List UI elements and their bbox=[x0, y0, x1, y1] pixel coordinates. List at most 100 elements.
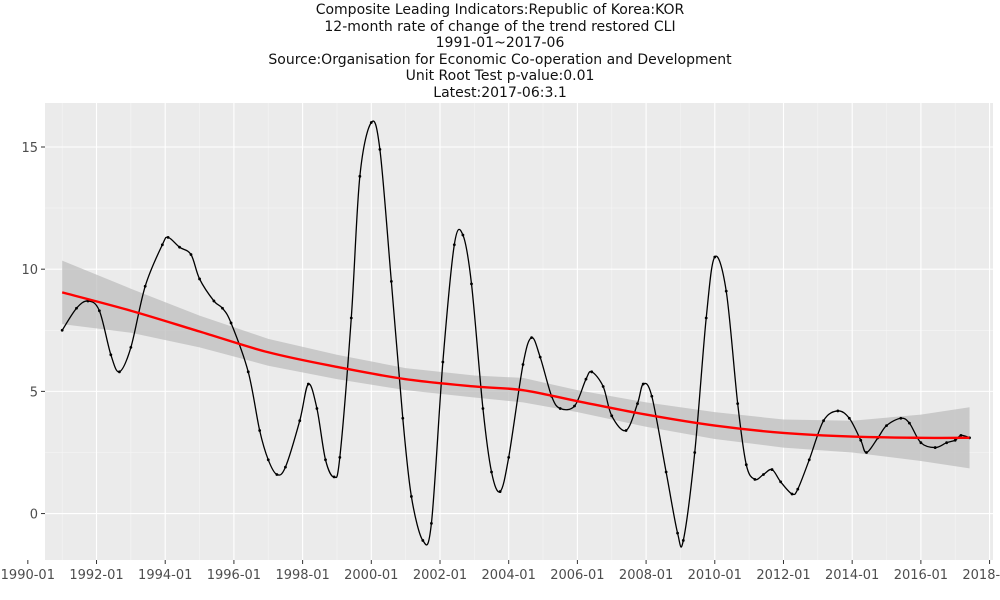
observed-data-point bbox=[338, 455, 342, 459]
observed-data-point bbox=[498, 490, 502, 493]
trend-line bbox=[61, 291, 970, 440]
observed-data-point bbox=[409, 495, 413, 498]
observed-data-point bbox=[143, 284, 147, 288]
observed-data-point bbox=[178, 245, 181, 249]
chart-date-range: 1991-01~2017-06 bbox=[435, 35, 565, 51]
observed-data-point bbox=[212, 299, 216, 303]
observed-data-point bbox=[779, 480, 783, 484]
observed-data-point bbox=[306, 382, 310, 386]
observed-data-point bbox=[198, 277, 201, 281]
x-tick-label: 2014-01 bbox=[825, 568, 879, 583]
observed-data-point bbox=[859, 438, 863, 442]
observed-data-point bbox=[109, 353, 113, 357]
observed-data-point bbox=[590, 370, 594, 374]
x-tick-label: 1996-01 bbox=[207, 568, 261, 583]
observed-data-point bbox=[378, 148, 382, 151]
observed-data-point bbox=[558, 407, 562, 410]
observed-data-point bbox=[421, 539, 425, 542]
observed-data-point bbox=[481, 407, 485, 410]
observed-data-point bbox=[953, 438, 957, 442]
observed-data-point bbox=[959, 433, 963, 437]
observed-data-point bbox=[530, 336, 533, 340]
observed-data-point bbox=[221, 306, 224, 310]
observed-data-point bbox=[358, 174, 362, 178]
observed-data-point bbox=[246, 370, 250, 374]
observed-data-point bbox=[229, 321, 233, 325]
observed-data-point bbox=[118, 370, 121, 374]
observed-data-point bbox=[847, 416, 851, 420]
chart-latest-value: Latest:2017-06:3.1 bbox=[433, 84, 567, 101]
observed-data-point bbox=[704, 316, 708, 320]
observed-data-point bbox=[836, 409, 840, 413]
observed-data-point bbox=[641, 382, 645, 386]
observed-data-point bbox=[885, 424, 888, 427]
observed-data-point bbox=[744, 463, 748, 467]
observed-data-point bbox=[919, 441, 923, 445]
observed-data-point bbox=[258, 429, 262, 432]
y-tick-label: 10 bbox=[21, 263, 38, 278]
observed-data-point bbox=[284, 465, 287, 469]
y-tick-label: 15 bbox=[21, 141, 38, 156]
x-tick-label: 2002-01 bbox=[413, 568, 467, 583]
observed-data-point bbox=[315, 407, 319, 410]
observed-data-point bbox=[97, 309, 101, 313]
observed-data-point bbox=[693, 451, 697, 454]
observed-data-point bbox=[298, 419, 302, 423]
observed-data-point bbox=[676, 531, 679, 535]
observed-data-point bbox=[807, 458, 811, 462]
observed-data-point bbox=[401, 416, 405, 420]
observed-data-point bbox=[349, 316, 353, 320]
observed-data-point bbox=[266, 458, 270, 462]
x-tick-label: 2016-01 bbox=[894, 568, 948, 583]
observed-data-point bbox=[389, 280, 393, 283]
observed-data-point bbox=[664, 470, 668, 474]
observed-data-point bbox=[753, 477, 757, 481]
chart-subtitle: 12-month rate of change of the trend res… bbox=[324, 18, 676, 35]
observed-data-point bbox=[470, 282, 473, 286]
observed-data-point bbox=[790, 492, 794, 496]
observed-data-point bbox=[538, 355, 542, 359]
observed-data-point bbox=[584, 377, 588, 381]
observed-data-point bbox=[650, 394, 654, 398]
observed-data-point bbox=[324, 458, 327, 462]
observed-data-point bbox=[681, 539, 685, 542]
observed-data-point bbox=[275, 473, 279, 476]
observed-data-point bbox=[762, 473, 765, 476]
x-tick-label: 2000-01 bbox=[344, 568, 398, 583]
x-tick-label: 2010-01 bbox=[688, 568, 742, 583]
observed-data-point bbox=[189, 253, 193, 256]
observed-data-point bbox=[60, 328, 64, 332]
observed-data-point bbox=[908, 421, 911, 425]
x-tick-label: 1990-01 bbox=[1, 568, 55, 583]
observed-data-point bbox=[724, 289, 728, 293]
observed-data-point bbox=[865, 451, 868, 454]
observed-data-point bbox=[332, 475, 336, 479]
x-tick-label: 1992-01 bbox=[69, 568, 123, 583]
observed-data-point bbox=[601, 385, 605, 388]
observed-data-point bbox=[822, 419, 825, 423]
observed-data-point bbox=[441, 360, 445, 364]
chart-unit-root-test: Unit Root Test p-value:0.01 bbox=[405, 68, 595, 84]
observed-data-point bbox=[713, 255, 717, 259]
x-tick-label: 2008-01 bbox=[619, 568, 673, 583]
observed-data-point bbox=[610, 414, 614, 418]
observed-data-point bbox=[461, 233, 465, 237]
x-tick-label: 1998-01 bbox=[275, 568, 329, 583]
observed-data-point bbox=[636, 402, 639, 405]
observed-data-point bbox=[75, 306, 78, 310]
x-tick-label: 2006-01 bbox=[550, 568, 604, 583]
observed-data-point bbox=[160, 243, 164, 247]
observed-data-point bbox=[521, 363, 525, 366]
confidence-band bbox=[62, 260, 970, 469]
x-tick-label: 2012-01 bbox=[756, 568, 810, 583]
y-tick-label: 0 bbox=[30, 508, 38, 523]
chart-source: Source:Organisation for Economic Co-oper… bbox=[268, 51, 732, 68]
x-tick-label: 2004-01 bbox=[482, 568, 536, 583]
observed-data-point bbox=[452, 243, 456, 247]
observed-data-point bbox=[796, 487, 800, 491]
observed-data-point bbox=[507, 455, 511, 459]
observed-data-point bbox=[166, 236, 170, 239]
observed-data-point bbox=[945, 441, 949, 445]
observed-data-point bbox=[933, 446, 937, 449]
observed-data-point bbox=[129, 345, 133, 349]
